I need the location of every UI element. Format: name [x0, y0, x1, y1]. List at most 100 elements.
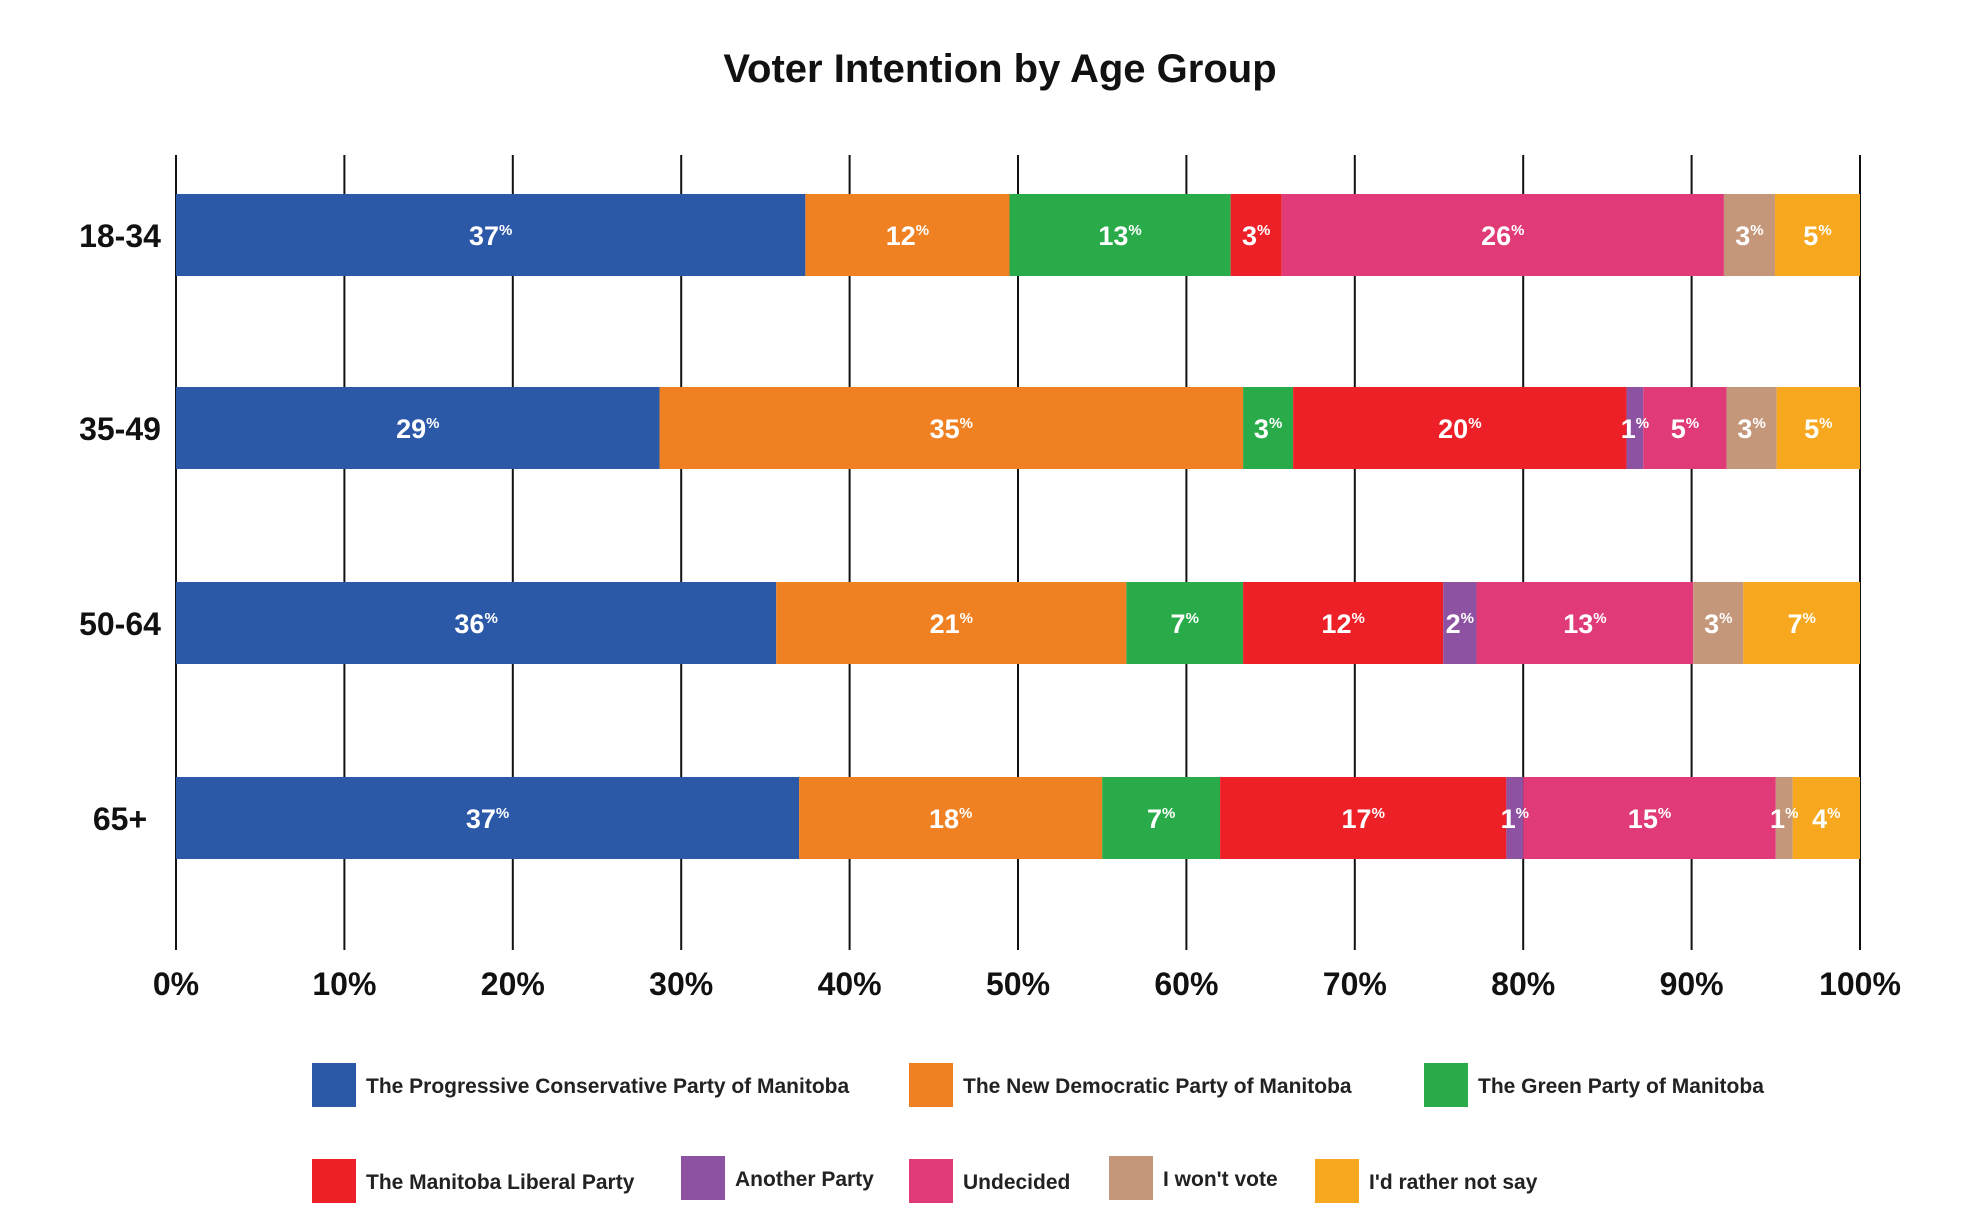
- x-tick-label: 30%: [649, 966, 713, 1002]
- data-label: 18%: [929, 804, 972, 834]
- legend-swatch: [681, 1156, 725, 1200]
- data-label: 12%: [1321, 609, 1364, 639]
- x-tick-label: 10%: [312, 966, 376, 1002]
- data-label: 26%: [1481, 221, 1524, 251]
- legend-label: The Manitoba Liberal Party: [366, 1171, 635, 1194]
- legend-swatch: [312, 1159, 356, 1203]
- category-label: 18-34: [79, 218, 161, 254]
- x-tick-label: 40%: [818, 966, 882, 1002]
- data-label: 4%: [1812, 804, 1840, 834]
- data-label: 2%: [1446, 609, 1474, 639]
- data-label: 5%: [1804, 414, 1832, 444]
- data-label: 12%: [886, 221, 929, 251]
- bar-segment: [1476, 582, 1694, 664]
- data-label: 13%: [1563, 609, 1606, 639]
- data-label: 1%: [1501, 804, 1529, 834]
- bar-segment: [1743, 582, 1860, 664]
- category-label: 35-49: [79, 411, 161, 447]
- data-label: 29%: [396, 414, 439, 444]
- data-label: 37%: [466, 804, 509, 834]
- bar-segment: [1281, 194, 1724, 276]
- legend-label: I won't vote: [1163, 1168, 1278, 1191]
- chart-title: Voter Intention by Age Group: [723, 47, 1276, 91]
- x-tick-label: 50%: [986, 966, 1050, 1002]
- data-label: 21%: [930, 609, 973, 639]
- data-label: 37%: [469, 221, 512, 251]
- bar-segment: [176, 777, 800, 859]
- bar-segment: [1774, 194, 1860, 276]
- bar-segment: [1693, 582, 1744, 664]
- bar-segment: [1506, 777, 1524, 859]
- bar-segment: [1243, 582, 1444, 664]
- legend-label: The Progressive Conservative Party of Ma…: [366, 1075, 849, 1098]
- x-tick-label: 100%: [1819, 966, 1901, 1002]
- x-tick-label: 90%: [1660, 966, 1724, 1002]
- data-label: 15%: [1628, 804, 1671, 834]
- x-tick-label: 20%: [481, 966, 545, 1002]
- bar-segment: [176, 582, 777, 664]
- bar-segment: [1792, 777, 1860, 859]
- legend-swatch: [909, 1063, 953, 1107]
- bar-segment: [1626, 387, 1644, 469]
- bar-segment: [776, 582, 1127, 664]
- bar-segment: [1243, 387, 1294, 469]
- bar-segment: [1523, 777, 1776, 859]
- data-label: 1%: [1770, 804, 1798, 834]
- bar-segment: [659, 387, 1244, 469]
- bar-segment: [799, 777, 1103, 859]
- segment-labels: 37% 12% 13% 3% 26% 3% 5% 29% 35% 3% 20% 1% 5% 3% 5% 36%…: [396, 221, 1840, 834]
- data-label: 3%: [1242, 221, 1270, 251]
- category-labels: 18-34 35-49 50-64 65+: [79, 218, 161, 837]
- bar-segment: [176, 387, 660, 469]
- data-label: 5%: [1803, 221, 1831, 251]
- x-tick-label: 60%: [1154, 966, 1218, 1002]
- data-label: 7%: [1171, 609, 1199, 639]
- legend-label: I'd rather not say: [1369, 1171, 1538, 1194]
- data-label: 36%: [454, 609, 497, 639]
- data-label: 3%: [1704, 609, 1732, 639]
- bar-segment: [1126, 582, 1244, 664]
- category-label: 65+: [93, 801, 147, 837]
- data-label: 3%: [1737, 414, 1765, 444]
- legend-label: Undecided: [963, 1171, 1070, 1194]
- legend-swatch: [909, 1159, 953, 1203]
- bar-segment: [1775, 777, 1793, 859]
- bar-segment: [1443, 582, 1477, 664]
- legend-swatch: [1109, 1156, 1153, 1200]
- bar-segment: [1643, 387, 1727, 469]
- category-label: 50-64: [79, 606, 161, 642]
- bar-segment: [805, 194, 1010, 276]
- data-label: 5%: [1671, 414, 1699, 444]
- data-label: 3%: [1735, 221, 1763, 251]
- bar-segment: [1230, 194, 1282, 276]
- data-label: 3%: [1254, 414, 1282, 444]
- bar-segment: [1102, 777, 1221, 859]
- legend-label: The New Democratic Party of Manitoba: [963, 1075, 1352, 1098]
- bar-segment: [1723, 194, 1775, 276]
- x-axis-ticks: 0% 10% 20% 30% 40% 50% 60% 70% 80% 90% 100%: [153, 966, 1901, 1002]
- bar-segment: [1776, 387, 1860, 469]
- legend: The Progressive Conservative Party of Ma…: [312, 1063, 1764, 1203]
- legend-swatch: [1315, 1159, 1359, 1203]
- legend-label: Another Party: [735, 1168, 874, 1191]
- data-label: 1%: [1621, 414, 1649, 444]
- x-tick-label: 70%: [1323, 966, 1387, 1002]
- data-label: 13%: [1098, 221, 1141, 251]
- bar-segment: [1220, 777, 1507, 859]
- x-tick-label: 0%: [153, 966, 199, 1002]
- bar-segment: [1293, 387, 1627, 469]
- bar-segment: [1009, 194, 1231, 276]
- bar-segment: [176, 194, 806, 276]
- legend-swatch: [1424, 1063, 1468, 1107]
- legend-label: The Green Party of Manitoba: [1478, 1075, 1764, 1098]
- data-label: 7%: [1787, 609, 1815, 639]
- bars: [176, 194, 1860, 859]
- data-label: 17%: [1342, 804, 1385, 834]
- x-tick-label: 80%: [1491, 966, 1555, 1002]
- data-label: 35%: [930, 414, 973, 444]
- data-label: 7%: [1147, 804, 1175, 834]
- data-label: 20%: [1438, 414, 1481, 444]
- legend-swatch: [312, 1063, 356, 1107]
